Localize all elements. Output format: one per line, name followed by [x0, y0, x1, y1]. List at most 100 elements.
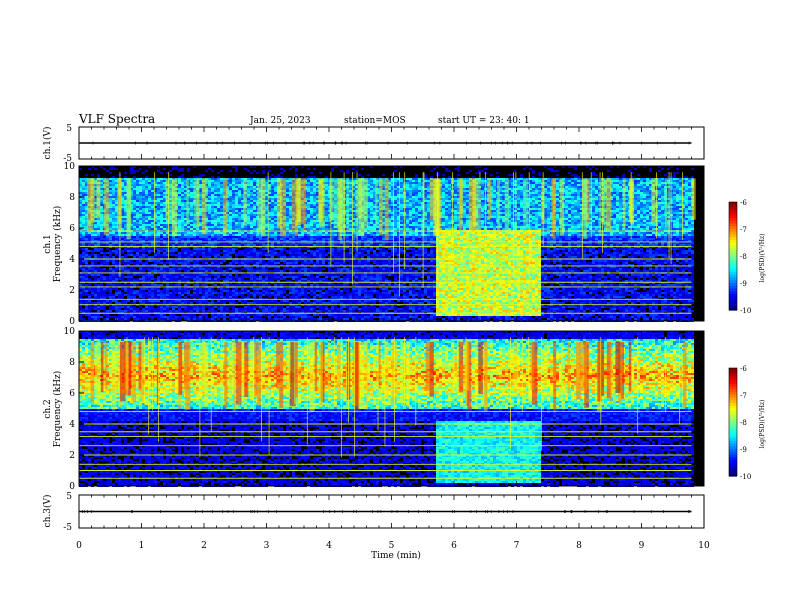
spectrogram-cell — [82, 314, 85, 316]
spectrogram-cell — [190, 274, 193, 276]
spectrogram-cell — [145, 228, 148, 230]
spectrogram-cell — [142, 218, 145, 220]
spectrogram-cell — [226, 310, 229, 312]
spectrogram-cell — [160, 226, 163, 228]
spectrogram-cell — [142, 244, 145, 246]
spectrogram-cell — [112, 278, 115, 280]
spectrogram-cell — [244, 226, 247, 228]
spectrogram-cell — [109, 224, 112, 226]
spectrogram-cell — [229, 294, 232, 296]
spectrogram-cell — [85, 292, 88, 294]
spectrogram-cell — [217, 262, 220, 264]
spectrogram-cell — [94, 316, 97, 318]
spectrogram-cell — [142, 182, 145, 184]
spectrogram-cell — [169, 238, 172, 240]
spectrogram-cell — [85, 254, 88, 256]
spectrogram-cell — [145, 182, 148, 184]
spectrogram-cell — [229, 220, 232, 222]
spectrogram-cell — [187, 284, 190, 286]
spectrogram-cell — [142, 268, 145, 270]
spectrogram-cell — [238, 188, 241, 190]
spectrogram-cell — [148, 276, 151, 278]
spectrogram-cell — [232, 308, 235, 310]
spectrogram-cell — [265, 314, 268, 316]
spectrogram-cell — [256, 300, 259, 302]
spectrogram-cell — [202, 254, 205, 256]
spectrogram-cell — [220, 234, 223, 236]
spectrogram-cell — [100, 198, 103, 200]
spectrogram-cell — [202, 280, 205, 282]
spectrogram-cell — [133, 198, 136, 200]
spectrogram-cell — [190, 252, 193, 254]
spectrogram-cell — [163, 220, 166, 222]
spectrogram-cell — [250, 236, 253, 238]
spectrogram-cell — [115, 310, 118, 312]
spectrogram-cell — [142, 284, 145, 286]
spectrogram-cell — [286, 308, 289, 310]
spectrogram-cell — [94, 168, 97, 170]
spectrogram-cell — [208, 256, 211, 258]
spectrogram-cell — [235, 238, 238, 240]
spectrogram-cell — [217, 194, 220, 196]
spectrogram-cell — [217, 198, 220, 200]
spectrogram-cell — [199, 290, 202, 292]
spectrogram-cell — [229, 170, 232, 172]
spectrogram-cell — [82, 232, 85, 234]
spectrogram-cell — [172, 306, 175, 308]
spectrogram-cell — [244, 288, 247, 290]
spectrogram-cell — [139, 218, 142, 220]
spectrogram-cell — [250, 202, 253, 204]
spectrogram-cell — [166, 308, 169, 310]
spectrogram-cell — [211, 250, 214, 252]
spectrogram-cell — [250, 234, 253, 236]
spectrogram-cell — [229, 192, 232, 194]
spectrogram-cell — [277, 176, 280, 178]
spectrogram-cell — [121, 318, 124, 320]
spectrogram-cell — [115, 250, 118, 252]
spectrogram-cell — [220, 218, 223, 220]
spectrogram-cell — [220, 198, 223, 200]
spectrogram-cell — [196, 290, 199, 292]
spectrogram-cell — [109, 204, 112, 206]
spectrogram-cell — [202, 174, 205, 176]
spectrogram-cell — [178, 170, 181, 172]
spectrogram-cell — [232, 200, 235, 202]
spectrogram-cell — [130, 284, 133, 286]
spectrogram-cell — [199, 188, 202, 190]
spectrogram-cell — [253, 262, 256, 264]
spectrogram-cell — [172, 294, 175, 296]
spectrogram-cell — [112, 184, 115, 186]
spectrogram-cell — [235, 222, 238, 224]
spectrogram-cell — [85, 294, 88, 296]
spectrogram-cell — [169, 226, 172, 228]
spectrogram-cell — [127, 314, 130, 316]
spectrogram-cell — [121, 244, 124, 246]
spectrogram-cell — [229, 238, 232, 240]
spectrogram-cell — [151, 268, 154, 270]
spectrogram-cell — [235, 204, 238, 206]
spectrogram-cell — [166, 294, 169, 296]
spectrogram-cell — [139, 204, 142, 206]
spectrogram-cell — [247, 218, 250, 220]
spectrogram-cell — [127, 288, 130, 290]
spectrogram-cell — [85, 288, 88, 290]
spectrogram-cell — [94, 290, 97, 292]
spectrogram-cell — [268, 314, 271, 316]
spectrogram-cell — [250, 302, 253, 304]
spectrogram-cell — [112, 202, 115, 204]
spectrogram-cell — [124, 284, 127, 286]
spectrogram-cell — [205, 250, 208, 252]
spectrogram-cell — [286, 210, 289, 212]
spectrogram-cell — [247, 202, 250, 204]
spectrogram-cell — [91, 250, 94, 252]
spectrogram-cell — [232, 212, 235, 214]
spectrogram-cell — [262, 170, 265, 172]
spectrogram-cell — [286, 178, 289, 180]
spectrogram-cell — [184, 278, 187, 280]
spectrogram-cell — [157, 234, 160, 236]
spectrogram-cell — [193, 268, 196, 270]
spectrogram-cell — [253, 238, 256, 240]
spectrogram-cell — [214, 238, 217, 240]
spectrogram-cell — [286, 306, 289, 308]
spectrogram-cell — [151, 212, 154, 214]
